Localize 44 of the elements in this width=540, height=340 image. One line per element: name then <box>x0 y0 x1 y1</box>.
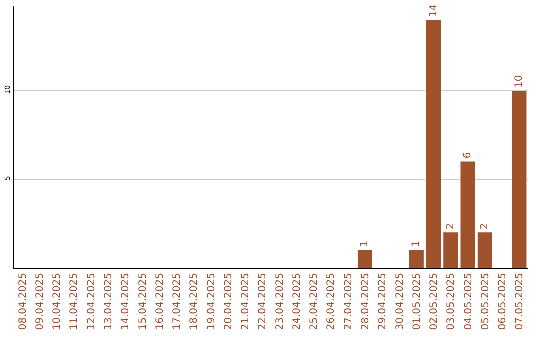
data-label: 2 <box>445 223 456 230</box>
data-label: 2 <box>480 223 491 230</box>
x-tick-label: 18.04.2025 <box>189 273 200 330</box>
x-tick-label: 16.04.2025 <box>154 273 166 330</box>
x-tick-label: 07.05.2025 <box>514 273 526 330</box>
x-tick-label: 12.04.2025 <box>86 273 98 330</box>
x-tick-label: 14.04.2025 <box>120 273 132 330</box>
x-tick-label: 25.04.2025 <box>309 273 320 330</box>
x-tick-label: 19.04.2025 <box>206 273 218 330</box>
x-tick-label: 11.04.2025 <box>69 273 80 330</box>
x-tick-label: 28.04.2025 <box>360 273 372 330</box>
x-tick-label: 04.05.2025 <box>463 273 474 330</box>
x-tick-label: 06.05.2025 <box>498 273 509 330</box>
bar <box>478 232 492 268</box>
x-tick-label: 29.04.2025 <box>378 273 389 330</box>
x-tick-label: 05.05.2025 <box>480 273 492 330</box>
x-tick-label: 03.05.2025 <box>446 273 458 330</box>
data-label: 1 <box>360 240 371 248</box>
data-label: 1 <box>411 240 422 248</box>
bar <box>444 232 458 268</box>
bar <box>426 20 442 268</box>
x-tick-label: 17.04.2025 <box>172 273 184 330</box>
data-label: 14 <box>428 4 440 18</box>
x-tick-label: 20.04.2025 <box>223 273 234 330</box>
x-tick-label: 01.05.2025 <box>412 273 423 330</box>
x-tick-label: 24.04.2025 <box>292 273 303 330</box>
x-tick-label: 26.04.2025 <box>326 273 338 330</box>
x-tick-label: 21.04.2025 <box>240 273 252 330</box>
x-tick-label: 02.05.2025 <box>429 273 440 330</box>
x-tick-label: 23.04.2025 <box>274 273 286 330</box>
bar <box>409 250 424 268</box>
data-label: 10 <box>514 75 525 88</box>
data-label: 6 <box>462 152 474 159</box>
x-tick-label: 09.04.2025 <box>34 273 46 330</box>
bar <box>460 162 476 268</box>
x-tick-label: 27.04.2025 <box>343 273 354 330</box>
bar <box>358 250 373 268</box>
bar <box>512 90 527 268</box>
x-tick-label: 15.04.2025 <box>138 273 149 330</box>
x-tick-label: 30.04.2025 <box>394 273 406 330</box>
x-tick-label: 22.04.2025 <box>258 273 269 330</box>
x-tick-label: 13.04.2025 <box>103 273 114 330</box>
x-tick-label: 08.04.2025 <box>18 273 29 330</box>
x-tick-label: 10.04.2025 <box>52 273 64 330</box>
